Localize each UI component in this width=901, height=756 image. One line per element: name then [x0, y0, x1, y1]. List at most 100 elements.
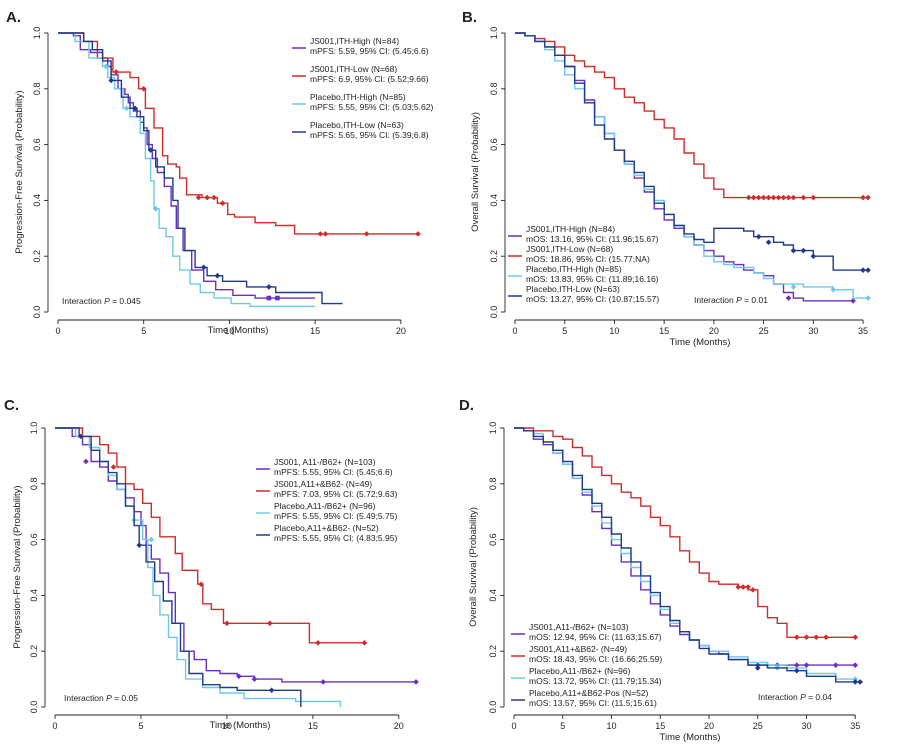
censor-mark	[275, 295, 280, 301]
interaction-label: Interaction P = 0.04	[758, 692, 832, 702]
censor-mark	[266, 295, 272, 301]
censor-mark	[852, 662, 859, 668]
censor-mark	[785, 194, 792, 201]
censor-mark	[148, 536, 155, 543]
legend-stat: mPFS: 5.55, 95% CI: (5.45;6.6)	[274, 467, 393, 477]
censor-mark	[745, 194, 752, 201]
legend-stat: mPFS: 5.55, 95% CI: (5.03;5.62)	[310, 102, 433, 112]
panel-a: A. 0 5 10 15 20 0.0 0.2 0.4 0.6 0.8 1.0 Time (Months…	[6, 9, 433, 336]
censor-mark	[852, 634, 859, 641]
censor-mark	[800, 194, 807, 201]
censor-mark	[740, 584, 746, 590]
censor-mark	[195, 194, 202, 201]
censor-mark	[267, 620, 273, 627]
legend-label: Placebo,A11-/B62+ (N=96)	[274, 501, 376, 511]
legend-stat: mOS: 18.43, 95% CI: (16.66;25.59)	[529, 654, 662, 664]
y-tick-label: 1.0	[32, 27, 42, 40]
censor-mark	[236, 673, 242, 680]
series-line-4	[514, 427, 861, 683]
legend-label: Placebo,ITH-Low (N=63)	[310, 120, 404, 130]
censor-mark	[832, 662, 839, 668]
y-tick-label: 0.0	[488, 701, 498, 714]
y-tick-label: 0.6	[32, 138, 42, 151]
legend-stat: mOS: 12.94, 95% CI: (11.63;15.67)	[529, 632, 662, 642]
x-tick-label: 20	[394, 721, 404, 731]
x-tick-label: 25	[759, 326, 769, 336]
legend-stat: mOS: 13.72, 95% CI: (11.79;15.34)	[529, 676, 662, 686]
censor-mark	[211, 194, 217, 201]
censor-mark	[790, 284, 797, 290]
censor-mark	[317, 231, 324, 237]
censor-mark	[813, 634, 820, 641]
y-axis-title: Progression-Free Survival (Probability)	[12, 485, 23, 648]
censor-mark	[198, 581, 204, 588]
y-tick-label: 0.2	[32, 250, 42, 263]
censor-mark	[860, 267, 866, 273]
censor-mark	[363, 231, 370, 237]
y-tick-label: 0.4	[29, 589, 39, 602]
legend-label: Placebo,A11-/B62+ (N=96)	[529, 666, 631, 676]
legend-label: Placebo,A11+&B62- (N=52)	[274, 523, 379, 533]
censor-mark	[780, 194, 787, 201]
censor-mark	[754, 665, 761, 671]
interaction-label: Interaction P = 0.01	[694, 295, 768, 305]
censor-mark	[147, 147, 154, 153]
censor-mark	[793, 667, 800, 674]
x-tick-label: 5	[141, 326, 146, 336]
legend: JS001, A11-/B62+ (N=103)mPFS: 5.55, 95% …	[256, 457, 397, 543]
censor-mark	[850, 298, 856, 304]
legend: JS001,ITH-High (N=84)mOS: 13.16, 95% CI:…	[508, 224, 659, 304]
y-tick-label: 0.4	[489, 194, 499, 207]
panel-letter: C.	[4, 397, 19, 414]
y-axis-title: Overall Survival (Probability)	[470, 112, 481, 232]
legend-label: JS001,ITH-High (N=84)	[526, 224, 615, 234]
panel-letter: D.	[459, 397, 474, 414]
y-tick-label: 0.0	[29, 701, 39, 714]
censor-mark	[413, 679, 419, 685]
censor-mark	[810, 253, 817, 259]
y-tick-label: 1.0	[489, 27, 499, 40]
panel-d: D. 0 5 10 15 20 25 30 35 0.0 0.2 0.4 0.6 0.8 1.0 Time (…	[459, 397, 863, 743]
censor-mark	[140, 86, 147, 92]
y-tick-label: 0.6	[29, 533, 39, 546]
series-line-1	[58, 32, 316, 299]
legend-label: JS001,ITH-High (N=84)	[310, 36, 399, 46]
censor-mark	[865, 194, 871, 201]
x-tick-label: 30	[801, 721, 811, 731]
legend-label: Placebo,ITH-Low (N=63)	[526, 284, 620, 294]
censor-mark	[775, 194, 782, 201]
x-tick-label: 5	[562, 326, 567, 336]
censor-mark	[219, 200, 226, 206]
legend-stat: mOS: 18.86, 95% CI: (15.77;NA)	[526, 254, 650, 264]
censor-mark	[860, 194, 866, 201]
censor-mark	[803, 662, 810, 668]
y-tick-label: 0.2	[488, 645, 498, 658]
y-tick-label: 0.6	[489, 138, 499, 151]
x-tick-label: 35	[850, 721, 860, 731]
series-line-2	[514, 427, 856, 638]
x-tick-label: 0	[511, 721, 516, 731]
y-tick-label: 0.0	[32, 306, 42, 319]
censor-mark	[251, 676, 258, 682]
legend-stat: mPFS: 7.03, 95% CI: (5.72;9.63)	[274, 489, 397, 499]
panel-c: C. 0 5 10 15 20 0.0 0.2 0.4 0.6 0.8 1.0 Time (Months…	[4, 397, 419, 731]
censor-mark	[214, 272, 221, 279]
legend-stat: mOS: 13.83, 95% CI: (11.89;16.16)	[526, 274, 659, 284]
censor-mark	[750, 587, 756, 593]
censor-mark	[800, 247, 807, 254]
x-axis-title: Time (Months)	[208, 325, 269, 336]
censor-mark	[132, 105, 138, 112]
x-tick-label: 0	[55, 326, 60, 336]
censor-mark	[765, 194, 772, 201]
series-line-4	[515, 32, 868, 271]
panel-b: B. 0 5 10 15 20 25 30 35 0.0 0.2 0.4 0.6 0.8 1.0 Time (…	[462, 9, 871, 348]
y-tick-label: 0.8	[32, 83, 42, 96]
censor-mark	[136, 542, 143, 548]
censor-mark	[361, 640, 368, 646]
series-line-3	[514, 427, 856, 680]
series-line-4	[58, 32, 343, 305]
legend-label: JS001,A11+&B62- (N=49)	[529, 644, 627, 654]
censor-mark	[852, 679, 859, 685]
censor-mark	[266, 284, 272, 290]
